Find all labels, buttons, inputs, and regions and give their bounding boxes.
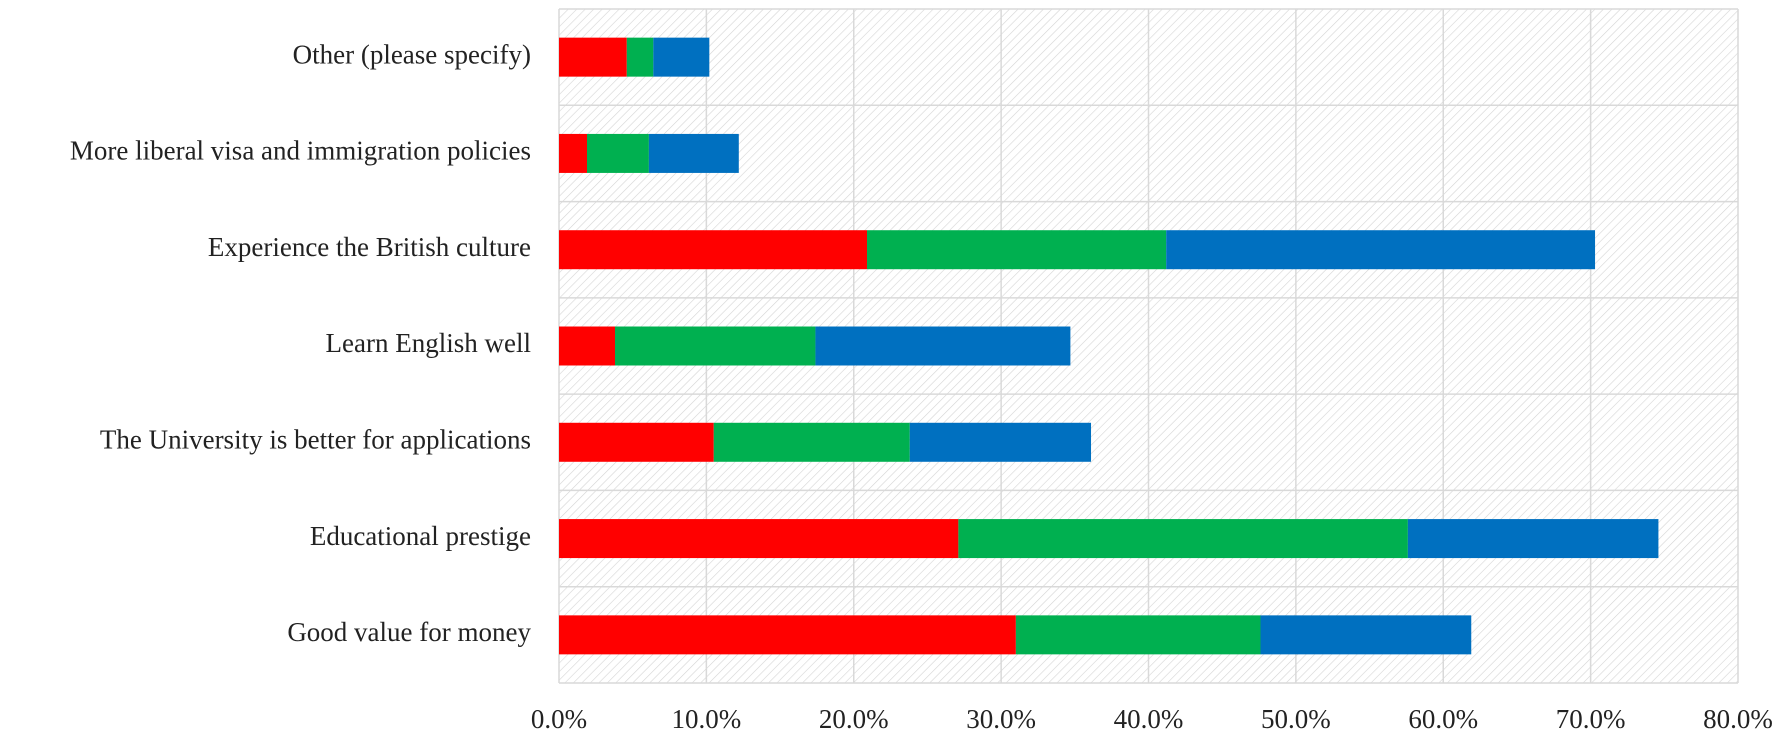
x-tick-label: 20.0% (819, 704, 889, 734)
bar-segment (653, 37, 710, 77)
bar-segment (559, 37, 627, 77)
bar-segment (1015, 615, 1261, 655)
bar-segment (587, 133, 649, 173)
x-tick-label: 10.0% (672, 704, 742, 734)
bar-segment (1166, 230, 1596, 270)
x-tick-label: 0.0% (531, 704, 587, 734)
x-tick-label: 50.0% (1261, 704, 1331, 734)
bar-segment (559, 326, 616, 366)
y-tick-label: Educational prestige (310, 521, 531, 551)
bar-segment (559, 615, 1016, 655)
x-tick-label: 80.0% (1703, 704, 1773, 734)
bar-segment (615, 326, 816, 366)
bar-segment (626, 37, 654, 77)
bar-segment (713, 422, 910, 462)
bar-segment (559, 133, 588, 173)
y-tick-label: Other (please specify) (293, 39, 531, 69)
y-tick-label: More liberal visa and immigration polici… (70, 136, 531, 166)
bar-segment (958, 519, 1408, 559)
y-tick-label: Learn English well (326, 328, 531, 358)
bar-segment (867, 230, 1167, 270)
bar-segment (1260, 615, 1472, 655)
x-tick-label: 60.0% (1408, 704, 1478, 734)
bar-segment (648, 133, 739, 173)
x-tick-label: 40.0% (1114, 704, 1184, 734)
y-tick-label: The University is better for application… (100, 424, 531, 454)
x-tick-label: 30.0% (966, 704, 1036, 734)
bar-segment (559, 422, 714, 462)
bar-segment (559, 519, 959, 559)
bar-segment (909, 422, 1092, 462)
bar-segment (559, 230, 868, 270)
y-tick-label: Experience the British culture (208, 232, 531, 262)
x-tick-label: 70.0% (1556, 704, 1626, 734)
bar-segment (1407, 519, 1659, 559)
y-tick-label: Good value for money (287, 617, 531, 647)
bar-segment (815, 326, 1071, 366)
